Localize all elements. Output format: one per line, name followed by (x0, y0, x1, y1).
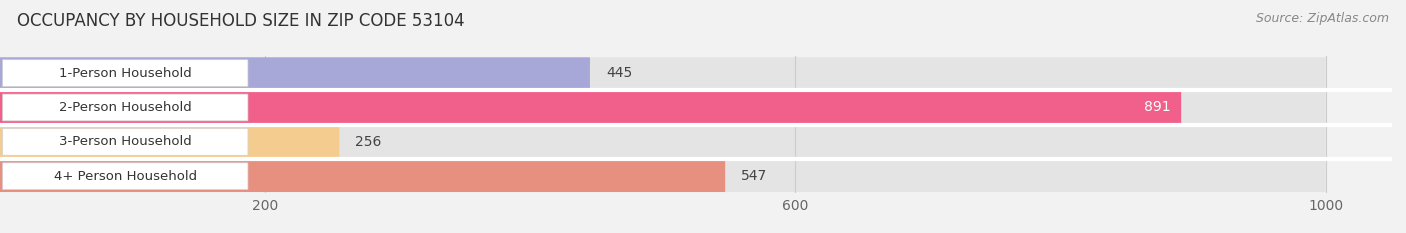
FancyBboxPatch shape (3, 128, 247, 155)
Text: 547: 547 (741, 169, 768, 183)
Text: 2-Person Household: 2-Person Household (59, 101, 191, 114)
FancyBboxPatch shape (0, 126, 1326, 158)
Text: 891: 891 (1144, 100, 1171, 114)
FancyBboxPatch shape (0, 160, 1326, 192)
FancyBboxPatch shape (0, 92, 1181, 123)
Text: OCCUPANCY BY HOUSEHOLD SIZE IN ZIP CODE 53104: OCCUPANCY BY HOUSEHOLD SIZE IN ZIP CODE … (17, 12, 464, 30)
FancyBboxPatch shape (3, 94, 247, 121)
Text: 1-Person Household: 1-Person Household (59, 67, 191, 80)
Text: 256: 256 (356, 135, 381, 149)
FancyBboxPatch shape (0, 160, 725, 192)
FancyBboxPatch shape (0, 126, 339, 158)
Text: Source: ZipAtlas.com: Source: ZipAtlas.com (1256, 12, 1389, 25)
Text: 3-Person Household: 3-Person Household (59, 135, 191, 148)
FancyBboxPatch shape (0, 57, 591, 89)
FancyBboxPatch shape (0, 92, 1326, 123)
FancyBboxPatch shape (3, 163, 247, 190)
FancyBboxPatch shape (0, 57, 1326, 89)
FancyBboxPatch shape (3, 60, 247, 86)
Text: 4+ Person Household: 4+ Person Household (53, 170, 197, 183)
Text: 445: 445 (606, 66, 633, 80)
